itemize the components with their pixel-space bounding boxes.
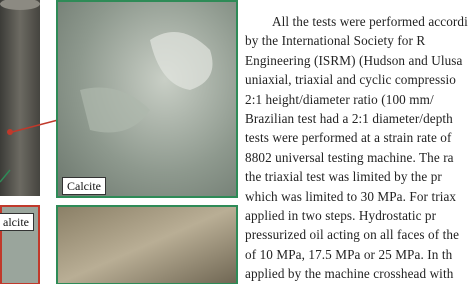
text-line: All the tests were performed accordi [272, 14, 468, 29]
texture [80, 87, 150, 133]
marker [7, 129, 13, 135]
micrograph [56, 205, 238, 284]
text-line: uniaxial, triaxial and cyclic compressio [245, 72, 456, 88]
image-label: alcite [0, 213, 34, 231]
image-label: Calcite [62, 177, 106, 195]
pointer [11, 119, 59, 133]
body-text: All the tests were performed accordi by t… [245, 12, 474, 284]
pointer [0, 169, 11, 183]
rock-top [0, 0, 40, 10]
text-line: the triaxial test was limited by the pr [245, 169, 442, 185]
figure [0, 0, 238, 284]
text-line: tests were performed at a strain rate of [245, 130, 452, 146]
text-line: applied by the machine crosshead with [245, 266, 454, 282]
text-line: 8802 universal testing machine. The ra [245, 149, 454, 165]
text-line: Engineering (ISRM) (Hudson and Ulusa [245, 52, 463, 68]
text-line: applied in two steps. Hydrostatic pr [245, 208, 437, 224]
text-line: Brazilian test had a 2:1 diameter/depth [245, 111, 453, 127]
texture [150, 32, 213, 90]
text-line: by the International Society for R [245, 33, 426, 49]
text-line: pressurized oil acting on all faces of t… [245, 227, 460, 243]
text-line: of 10 MPa, 17.5 MPa or 25 MPa. In th [245, 246, 453, 262]
text-line: 2:1 height/diameter ratio (100 mm/ [245, 91, 434, 107]
text-line: which was limited to 30 MPa. For triax [245, 188, 457, 204]
rock-sample [0, 0, 40, 196]
